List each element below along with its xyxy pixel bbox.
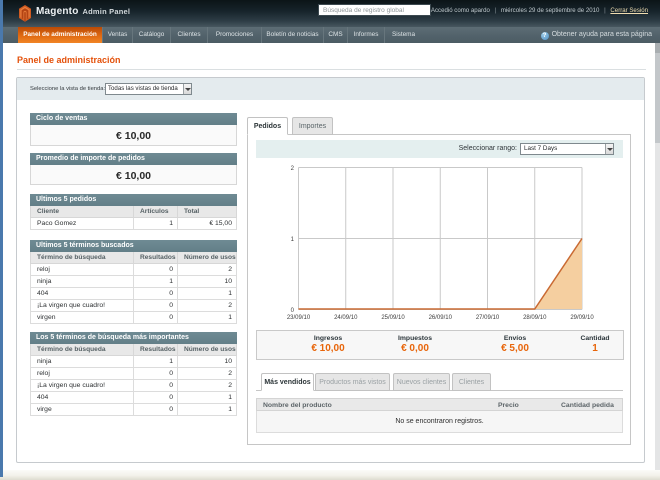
svg-text:29/09/10: 29/09/10 bbox=[570, 315, 594, 321]
svg-text:1: 1 bbox=[291, 237, 295, 243]
svg-text:26/09/10: 26/09/10 bbox=[429, 315, 453, 321]
svg-text:27/09/10: 27/09/10 bbox=[476, 315, 500, 321]
svg-text:28/09/10: 28/09/10 bbox=[523, 315, 547, 321]
svg-text:2: 2 bbox=[291, 166, 295, 172]
svg-text:24/09/10: 24/09/10 bbox=[334, 315, 358, 321]
svg-text:23/09/10: 23/09/10 bbox=[287, 315, 311, 321]
svg-text:25/09/10: 25/09/10 bbox=[381, 315, 405, 321]
svg-text:0: 0 bbox=[291, 308, 295, 314]
